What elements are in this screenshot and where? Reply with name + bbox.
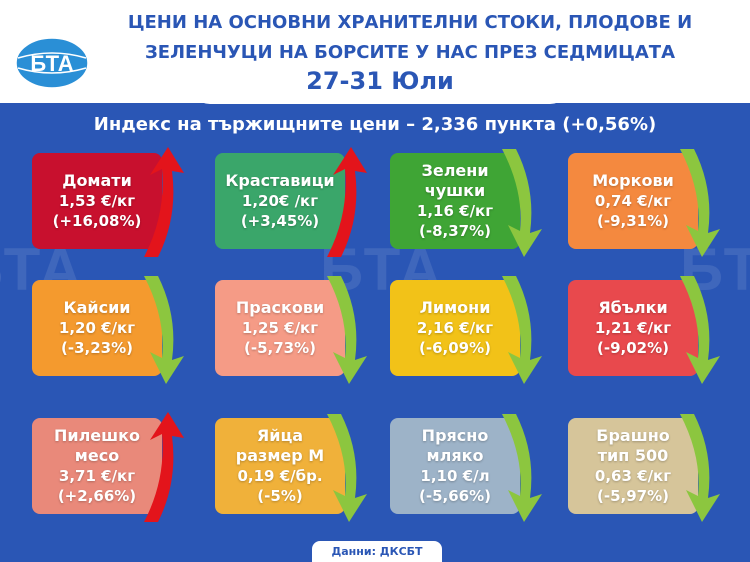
price-card: Кайсии 1,20 €/кг (-3,23%)	[32, 276, 184, 384]
price-change: (-9,02%)	[597, 339, 669, 357]
product-price: 0,63 €/кг	[594, 467, 672, 485]
price-card: Брашно тип 500 0,63 €/кг (-5,97%)	[568, 414, 720, 522]
product-name: Домати	[62, 171, 132, 190]
product-name-line2: размер М	[235, 446, 325, 465]
date-range: 27-31 Юли	[306, 67, 454, 95]
product-name: Лимони	[419, 298, 491, 317]
product-name-line2: тип 500	[597, 446, 669, 465]
product-name: Моркови	[592, 171, 674, 190]
card-text: Ябълки 1,21 €/кг (-9,02%)	[568, 280, 698, 376]
product-name: Праскови	[235, 298, 325, 317]
arrow-up-icon	[144, 147, 184, 257]
product-name-line2: мляко	[426, 446, 484, 465]
product-price: 1,25 €/кг	[241, 319, 319, 337]
product-name: Зелени	[421, 161, 489, 180]
price-card: Праскови 1,25 €/кг (-5,73%)	[215, 276, 367, 384]
product-name-line2: месо	[74, 446, 120, 465]
price-change: (-5,66%)	[419, 487, 491, 505]
price-change: (-3,23%)	[61, 339, 133, 357]
product-name-line2: чушки	[424, 181, 486, 200]
price-card: Зелени чушки 1,16 €/кг (-8,37%)	[390, 149, 542, 257]
price-card: Домати 1,53 €/кг (+16,08%)	[32, 147, 184, 257]
product-price: 1,20€ /кг	[241, 192, 319, 210]
price-change: (-5,97%)	[597, 487, 669, 505]
arrow-down-icon	[502, 149, 542, 257]
product-price: 1,20 €/кг	[58, 319, 136, 337]
product-price: 1,21 €/кг	[594, 319, 672, 337]
arrow-down-icon	[680, 149, 720, 257]
arrow-up-icon	[144, 412, 184, 522]
title-line-1: ЦЕНИ НА ОСНОВНИ ХРАНИТЕЛНИ СТОКИ, ПЛОДОВ…	[127, 12, 693, 33]
product-price: 2,16 €/кг	[416, 319, 494, 337]
product-price: 0,74 €/кг	[594, 192, 672, 210]
price-change: (-6,09%)	[419, 339, 491, 357]
card-text: Домати 1,53 €/кг (+16,08%)	[32, 153, 162, 249]
card-text: Краставици 1,20€ /кг (+3,45%)	[215, 153, 345, 249]
data-source: Данни: ДКСБТ	[312, 541, 442, 562]
product-price: 1,10 €/л	[420, 467, 490, 485]
product-name: Яйца	[256, 426, 304, 445]
card-text: Кайсии 1,20 €/кг (-3,23%)	[32, 280, 162, 376]
price-change: (+2,66%)	[57, 487, 137, 505]
arrow-down-icon	[327, 414, 367, 522]
product-name: Прясно	[421, 426, 489, 445]
card-text: Моркови 0,74 €/кг (-9,31%)	[568, 153, 698, 249]
title-line-2: ЗЕЛЕНЧУЦИ НА БОРСИТЕ У НАС ПРЕЗ СЕДМИЦАТ…	[144, 42, 675, 63]
arrow-down-icon	[680, 414, 720, 522]
product-name: Кайсии	[63, 298, 131, 317]
page-title: ЦЕНИ НА ОСНОВНИ ХРАНИТЕЛНИ СТОКИ, ПЛОДОВ…	[100, 8, 720, 68]
product-name: Брашно	[596, 426, 670, 445]
product-price: 1,53 €/кг	[58, 192, 136, 210]
arrow-down-icon	[502, 414, 542, 522]
card-text: Лимони 2,16 €/кг (-6,09%)	[390, 280, 520, 376]
card-text: Прясно мляко 1,10 €/л (-5,66%)	[390, 418, 520, 514]
product-price: 3,71 €/кг	[58, 467, 136, 485]
product-price: 1,16 €/кг	[416, 202, 494, 220]
logo-text: БТА	[30, 51, 73, 76]
card-text: Зелени чушки 1,16 €/кг (-8,37%)	[390, 153, 520, 249]
price-change: (-8,37%)	[419, 222, 491, 240]
card-text: Брашно тип 500 0,63 €/кг (-5,97%)	[568, 418, 698, 514]
product-name: Ябълки	[598, 298, 668, 317]
product-name: Пилешко	[53, 426, 140, 445]
card-text: Пилешко месо 3,71 €/кг (+2,66%)	[32, 418, 162, 514]
price-card: Ябълки 1,21 €/кг (-9,02%)	[568, 276, 720, 384]
arrow-down-icon	[327, 276, 367, 384]
price-card: Пилешко месо 3,71 €/кг (+2,66%)	[32, 412, 184, 522]
bta-logo: БТА	[15, 37, 89, 89]
arrow-down-icon	[144, 276, 184, 384]
product-price: 0,19 €/бр.	[237, 467, 323, 485]
arrow-up-icon	[327, 147, 367, 257]
arrow-down-icon	[680, 276, 720, 384]
price-card: Лимони 2,16 €/кг (-6,09%)	[390, 276, 542, 384]
card-text: Яйца размер М 0,19 €/бр. (-5%)	[215, 418, 345, 514]
date-pill	[190, 66, 570, 104]
arrow-down-icon	[502, 276, 542, 384]
price-change: (-5%)	[257, 487, 303, 505]
price-card: Краставици 1,20€ /кг (+3,45%)	[215, 147, 367, 257]
product-name: Краставици	[225, 171, 335, 190]
price-change: (-5,73%)	[244, 339, 316, 357]
price-change: (-9,31%)	[597, 212, 669, 230]
card-text: Праскови 1,25 €/кг (-5,73%)	[215, 280, 345, 376]
market-index: Индекс на тържищните цени – 2,336 пункта…	[93, 114, 657, 135]
price-change: (+16,08%)	[52, 212, 142, 230]
price-change: (+3,45%)	[240, 212, 320, 230]
price-card: Прясно мляко 1,10 €/л (-5,66%)	[390, 414, 542, 522]
price-card: Моркови 0,74 €/кг (-9,31%)	[568, 149, 720, 257]
price-card: Яйца размер М 0,19 €/бр. (-5%)	[215, 414, 367, 522]
